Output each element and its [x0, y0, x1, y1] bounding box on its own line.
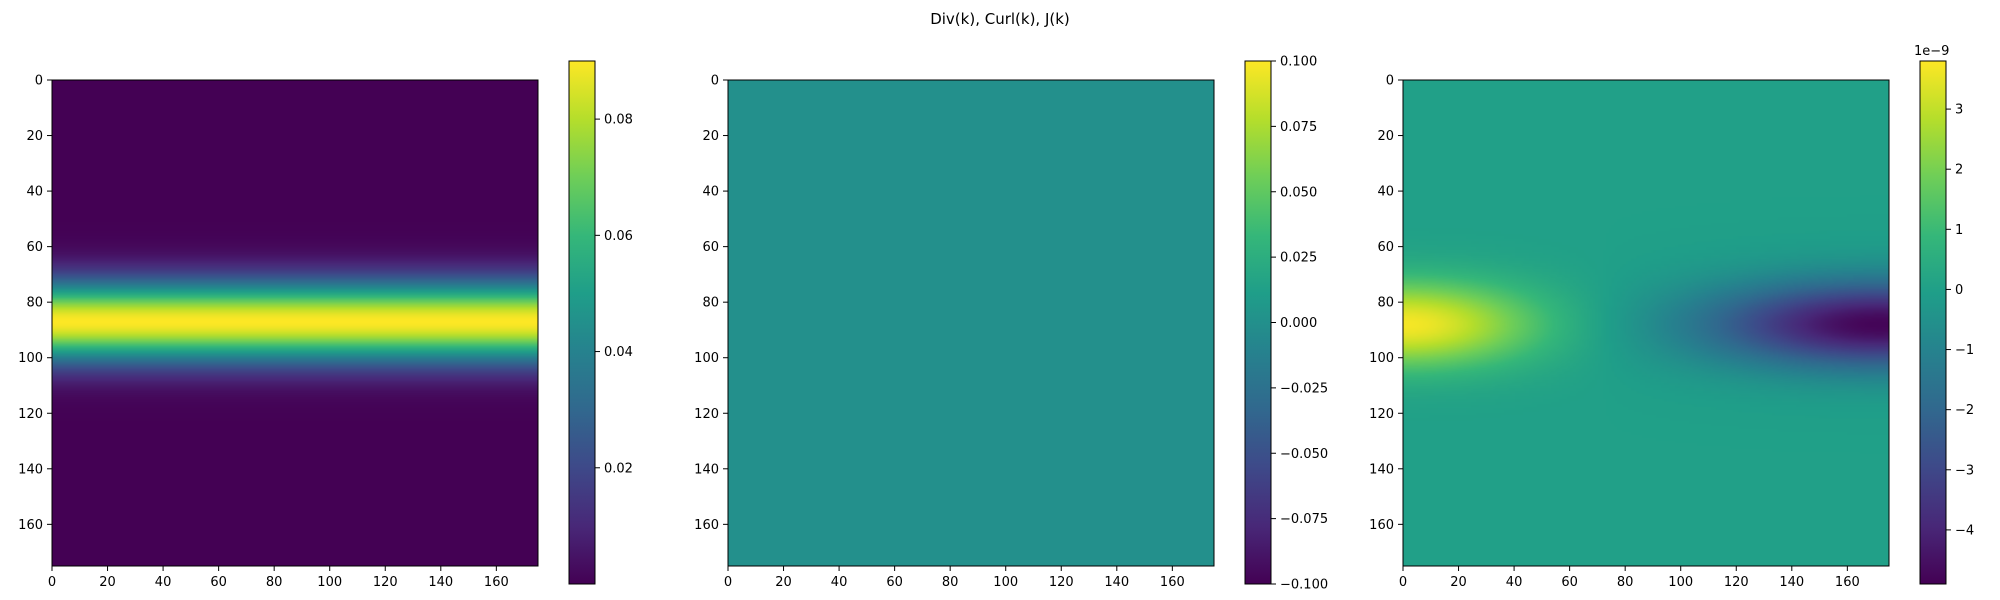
- colorbar-tick-label: 0.075: [1280, 120, 1317, 135]
- colorbar: [568, 60, 596, 585]
- y-tick-label: 40: [26, 185, 43, 200]
- y-tick-label: 60: [1377, 240, 1394, 255]
- colorbar-tick-label: 0.04: [604, 345, 633, 360]
- y-tick-label: 60: [26, 240, 43, 255]
- y-tick-label: 100: [694, 351, 719, 366]
- y-tick-label: 40: [1377, 185, 1394, 200]
- y-tick-label: 120: [694, 407, 719, 422]
- colorbar-tick-label: 1: [1955, 223, 1963, 238]
- x-tick-label: 80: [942, 575, 959, 590]
- colorbar-tick-label: 0.100: [1280, 55, 1317, 70]
- colorbar-tick-label: −0.075: [1280, 512, 1328, 527]
- x-tick-label: 60: [886, 575, 903, 590]
- y-tick-label: 80: [1377, 296, 1394, 311]
- y-tick-label: 120: [1369, 407, 1394, 422]
- colorbar-tick-label: 0.025: [1280, 251, 1317, 266]
- y-tick-label: 40: [702, 185, 719, 200]
- colorbar-tick-label: 0.050: [1280, 185, 1317, 200]
- y-tick-label: 20: [1377, 129, 1394, 144]
- x-tick-label: 100: [317, 575, 342, 590]
- y-tick-label: 140: [18, 462, 43, 477]
- heatmap-image: [1403, 80, 1889, 566]
- x-tick-label: 160: [484, 575, 509, 590]
- y-tick-label: 140: [694, 462, 719, 477]
- colorbar-tick-label: 2: [1955, 163, 1963, 178]
- colorbar-tick-label: 0.000: [1280, 316, 1317, 331]
- colorbar-tick-label: −4: [1955, 523, 1974, 538]
- x-tick-label: 120: [1049, 575, 1074, 590]
- x-tick-label: 0: [1399, 575, 1407, 590]
- plot-frame: [727, 79, 1215, 567]
- y-tick-label: 160: [18, 518, 43, 533]
- x-tick-label: 20: [775, 575, 792, 590]
- colorbar-tick-label: 3: [1955, 103, 1963, 118]
- x-tick-label: 160: [1160, 575, 1185, 590]
- colorbar-tick-label: −3: [1955, 463, 1974, 478]
- panel-3: 0 20 40 60 80 100 120 140 1600204060801001201401…: [1369, 44, 1974, 590]
- x-tick-label: 120: [373, 575, 398, 590]
- colorbar-tick-label: −2: [1955, 403, 1974, 418]
- y-tick-label: 0: [1386, 74, 1394, 89]
- x-tick-label: 140: [1779, 575, 1804, 590]
- colorbar-tick-label: −0.100: [1280, 578, 1328, 593]
- colorbar-tick-label: −1: [1955, 343, 1974, 358]
- colorbar-tick-label: −0.025: [1280, 381, 1328, 396]
- y-tick-label: 60: [702, 240, 719, 255]
- y-tick-label: 80: [26, 296, 43, 311]
- x-tick-label: 140: [428, 575, 453, 590]
- y-tick-label: 0: [711, 74, 719, 89]
- x-tick-label: 120: [1724, 575, 1749, 590]
- panel-1: 0 20 40 60 80 100 120 140 160 0 20 40 60 80 100 120 140 1…: [18, 60, 633, 590]
- x-tick-label: 160: [1835, 575, 1860, 590]
- x-tick-label: 60: [1561, 575, 1578, 590]
- colorbar-offset-label: 1e−9: [1914, 44, 1949, 59]
- x-tick-label: 40: [155, 575, 172, 590]
- colorbar: [1244, 60, 1272, 585]
- plot-frame: [51, 79, 539, 567]
- y-tick-label: 160: [1369, 518, 1394, 533]
- panel-2: 0 20 40 60 80 100 120 140 160 0 20 40 60 80 100 120 140 1…: [694, 55, 1328, 593]
- x-tick-label: 100: [993, 575, 1018, 590]
- x-tick-label: 20: [99, 575, 116, 590]
- colorbar: [1919, 60, 1947, 585]
- x-tick-label: 100: [1668, 575, 1693, 590]
- figure-title: Div(k), Curl(k), J(k): [930, 10, 1070, 28]
- y-tick-label: 0: [35, 74, 43, 89]
- y-tick-label: 20: [702, 129, 719, 144]
- x-tick-label: 60: [210, 575, 227, 590]
- colorbar-tick-label: 0.06: [604, 229, 633, 244]
- y-tick-label: 120: [18, 407, 43, 422]
- y-tick-label: 80: [702, 296, 719, 311]
- y-tick-label: 140: [1369, 462, 1394, 477]
- heatmap-image: [52, 80, 538, 566]
- panels: 0 20 40 60 80 100 120 140 1600204060801001201401…: [18, 44, 1974, 593]
- x-tick-label: 0: [724, 575, 732, 590]
- y-tick-label: 160: [694, 518, 719, 533]
- x-tick-label: 20: [1450, 575, 1467, 590]
- x-tick-label: 80: [266, 575, 283, 590]
- x-tick-label: 40: [831, 575, 848, 590]
- colorbar-tick-label: 0.02: [604, 461, 633, 476]
- colorbar-tick-label: 0.08: [604, 113, 633, 128]
- plot-frame: [1402, 79, 1890, 567]
- colorbar-tick-label: 0: [1955, 283, 1963, 298]
- x-tick-label: 140: [1104, 575, 1129, 590]
- x-tick-label: 80: [1617, 575, 1634, 590]
- heatmap-image: [728, 80, 1214, 566]
- x-tick-label: 40: [1506, 575, 1523, 590]
- colorbar-tick-label: −0.050: [1280, 447, 1328, 462]
- y-tick-label: 20: [26, 129, 43, 144]
- x-tick-label: 0: [48, 575, 56, 590]
- y-tick-label: 100: [18, 351, 43, 366]
- y-tick-label: 100: [1369, 351, 1394, 366]
